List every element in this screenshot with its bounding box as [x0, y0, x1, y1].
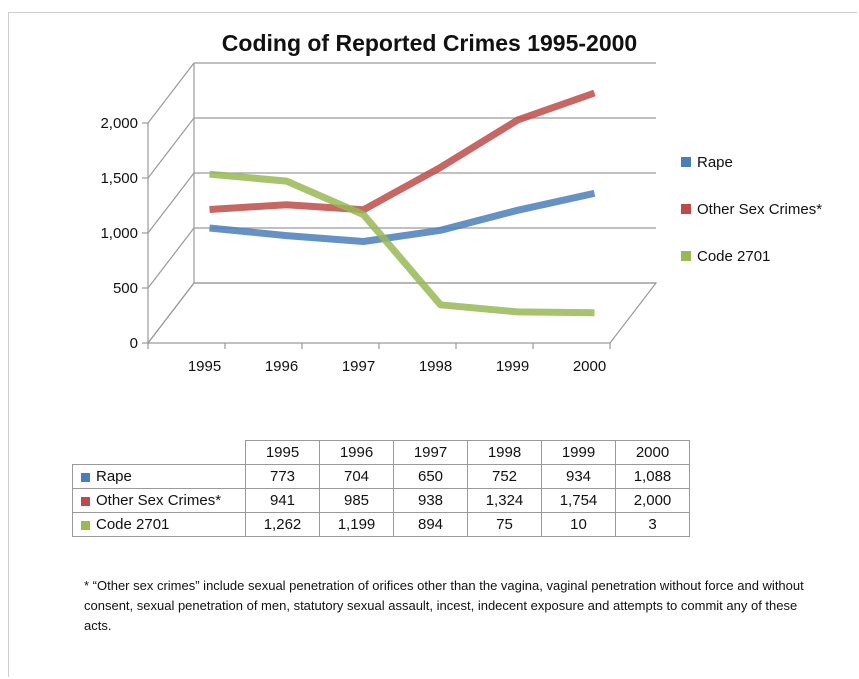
y-tick-label: 2,000 [100, 115, 138, 132]
table-corner-cell [72, 440, 246, 465]
legend-label: Rape [697, 154, 733, 171]
table-row-label: Code 2701 [72, 512, 246, 537]
table-row-label: Rape [72, 464, 246, 489]
chart-title: Coding of Reported Crimes 1995-2000 [221, 30, 638, 56]
gridline-side [147, 227, 195, 289]
x-tick-label: 1999 [496, 358, 529, 375]
table-cell: 704 [319, 464, 394, 489]
table-cell: 752 [467, 464, 542, 489]
row-label-text: Other Sex Crimes* [96, 492, 222, 509]
x-tick-label: 1998 [419, 358, 452, 375]
gridline-side [147, 172, 195, 234]
legend-label: Code 2701 [697, 248, 770, 265]
x-tick-label: 1996 [265, 358, 298, 375]
table-row-rape: Rape 773 704 650 752 934 1,088 [72, 464, 690, 489]
table-cell: 75 [467, 512, 542, 537]
table-cell: 2,000 [615, 488, 690, 513]
table-header-2000: 2000 [615, 440, 690, 465]
y-tick-label: 1,000 [100, 225, 138, 242]
legend-key [681, 251, 691, 261]
row-label-text: Code 2701 [96, 516, 170, 533]
other-sex-crimes-legend-key [81, 496, 90, 506]
table-header-1999: 1999 [541, 440, 616, 465]
code-2701-legend-key [81, 520, 90, 530]
table-cell: 941 [245, 488, 320, 513]
legend-label: Other Sex Crimes* [697, 201, 822, 218]
table-header-1997: 1997 [393, 440, 468, 465]
table-header-1998: 1998 [467, 440, 542, 465]
table-cell: 10 [541, 512, 616, 537]
table-cell: 985 [319, 488, 394, 513]
footnote: * “Other sex crimes” include sexual pene… [84, 578, 804, 633]
legend-key [681, 204, 691, 214]
table-row-code-2701: Code 2701 1,262 1,199 894 75 10 3 [72, 512, 690, 537]
table-cell: 1,754 [541, 488, 616, 513]
table-header-1995: 1995 [245, 440, 320, 465]
x-tick-label: 1997 [342, 358, 375, 375]
table-row-label: Other Sex Crimes* [72, 488, 246, 513]
rape-legend-key [81, 472, 90, 482]
gridline-side [147, 62, 195, 124]
table-cell: 650 [393, 464, 468, 489]
chart-frame [8, 12, 857, 677]
table-cell: 1,088 [615, 464, 690, 489]
table-cell: 773 [245, 464, 320, 489]
table-cell: 3 [615, 512, 690, 537]
line-chart: 0 500 1,000 1,500 2,000 1995 1996 1997 1998 1999 2… [100, 62, 822, 375]
table-header-1996: 1996 [319, 440, 394, 465]
table-cell: 934 [541, 464, 616, 489]
x-tick-label: 1995 [188, 358, 221, 375]
table-row-other-sex-crimes: Other Sex Crimes* 941 985 938 1,324 1,75… [72, 488, 690, 513]
table-cell: 938 [393, 488, 468, 513]
data-table: 1995 1996 1997 1998 1999 2000 Rape 773 7… [72, 440, 690, 537]
y-tick-label: 500 [113, 280, 138, 297]
y-tick-label: 1,500 [100, 170, 138, 187]
gridline-side [147, 117, 195, 179]
table-cell: 1,262 [245, 512, 320, 537]
table-cell: 894 [393, 512, 468, 537]
x-tick-label: 2000 [573, 358, 606, 375]
table-cell: 1,324 [467, 488, 542, 513]
table-header-row: 1995 1996 1997 1998 1999 2000 [72, 440, 690, 465]
row-label-text: Rape [96, 468, 132, 485]
table-cell: 1,199 [319, 512, 394, 537]
series-line-code-2701 [209, 170, 595, 317]
y-tick-label: 0 [130, 335, 138, 352]
series-line-other-sex-crimes [209, 89, 596, 214]
gridline-side [147, 282, 195, 344]
legend-key [681, 157, 691, 167]
series-line-rape [209, 189, 596, 245]
